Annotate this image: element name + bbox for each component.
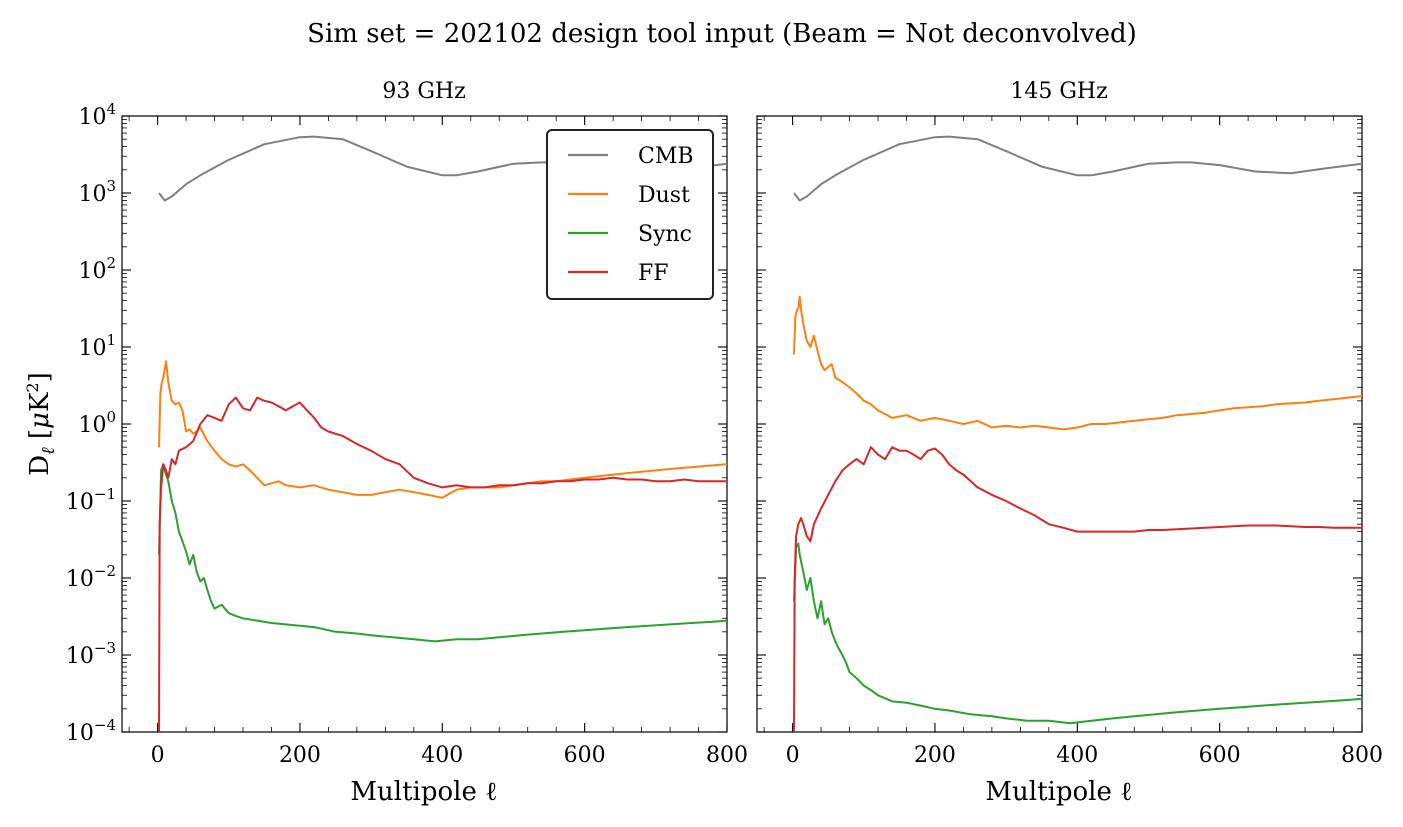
series-line-sync bbox=[158, 463, 728, 643]
x-tick-labels-93ghz: 0 200 400 600 800 bbox=[151, 743, 748, 768]
series-145ghz bbox=[793, 135, 1363, 733]
x-axis-label-93ghz: Multipole ℓ bbox=[350, 777, 497, 807]
y-tick-label: 103 bbox=[78, 177, 116, 207]
y-tick-labels-93ghz: 104 103 102 101 100 10−1 10−2 10−3 10−4 bbox=[66, 100, 116, 746]
x-tick-label: 400 bbox=[421, 743, 463, 768]
panel-93ghz: 93 GHz 104 103 102 101 100 10−1 10−2 10−3 10−4 0… bbox=[66, 79, 748, 807]
legend-label-cmb: CMB bbox=[638, 144, 694, 169]
series-line-cmb bbox=[793, 135, 1363, 202]
series-line-ff bbox=[793, 446, 1362, 733]
legend-label-dust: Dust bbox=[638, 183, 690, 208]
y-axis-label: Dℓ [μK2] bbox=[23, 372, 59, 475]
x-tick-label: 0 bbox=[786, 743, 800, 768]
x-tick-label: 200 bbox=[914, 743, 956, 768]
legend-label-ff: FF bbox=[638, 261, 669, 286]
y-tick-label: 10−1 bbox=[66, 485, 116, 515]
series-line-dust bbox=[158, 360, 728, 499]
y-tick-label: 10−4 bbox=[66, 716, 116, 746]
legend-label-sync: Sync bbox=[638, 222, 692, 247]
y-tick-label: 100 bbox=[78, 408, 116, 438]
x-tick-label: 200 bbox=[279, 743, 321, 768]
x-tick-label: 600 bbox=[564, 743, 606, 768]
series-line-dust bbox=[793, 295, 1363, 431]
x-axis-label-145ghz: Multipole ℓ bbox=[985, 777, 1132, 807]
panel-title-145ghz: 145 GHz bbox=[1010, 79, 1107, 104]
legend-box bbox=[546, 129, 714, 300]
chart-legend: CMB Dust Sync FF bbox=[546, 129, 714, 300]
series-line-sync bbox=[793, 542, 1363, 725]
x-tick-label: 800 bbox=[706, 743, 748, 768]
ticks-93ghz bbox=[122, 115, 728, 733]
x-tick-label: 800 bbox=[1341, 743, 1383, 768]
panel-title-93ghz: 93 GHz bbox=[382, 79, 465, 104]
chart-suptitle: Sim set = 202102 design tool input (Beam… bbox=[307, 19, 1137, 49]
x-tick-label: 0 bbox=[151, 743, 165, 768]
y-tick-label: 10−2 bbox=[66, 562, 116, 592]
y-tick-label: 102 bbox=[78, 254, 116, 284]
x-tick-label: 600 bbox=[1199, 743, 1241, 768]
y-tick-label: 104 bbox=[78, 100, 116, 130]
plot-area-145ghz bbox=[756, 115, 1363, 733]
x-tick-label: 400 bbox=[1056, 743, 1098, 768]
x-tick-labels-145ghz: 0 200 400 600 800 bbox=[786, 743, 1383, 768]
ticks-145ghz bbox=[757, 115, 1363, 733]
panel-145ghz: 145 GHz 0 200 400 600 800 Multipole ℓ bbox=[756, 79, 1383, 807]
y-tick-label: 101 bbox=[78, 331, 116, 361]
y-tick-label: 10−3 bbox=[66, 639, 116, 669]
series-line-ff bbox=[158, 396, 727, 733]
